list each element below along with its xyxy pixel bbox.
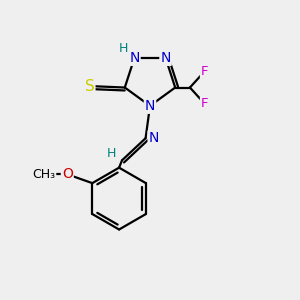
Text: O: O (62, 167, 73, 181)
Text: N: N (129, 51, 140, 65)
Text: S: S (85, 79, 94, 94)
Text: F: F (201, 65, 208, 78)
Text: F: F (201, 97, 208, 110)
Text: H: H (107, 147, 116, 160)
Text: N: N (148, 131, 159, 145)
Text: CH₃: CH₃ (32, 168, 55, 181)
Text: N: N (160, 51, 171, 65)
Text: N: N (145, 99, 155, 113)
Text: H: H (118, 42, 128, 55)
